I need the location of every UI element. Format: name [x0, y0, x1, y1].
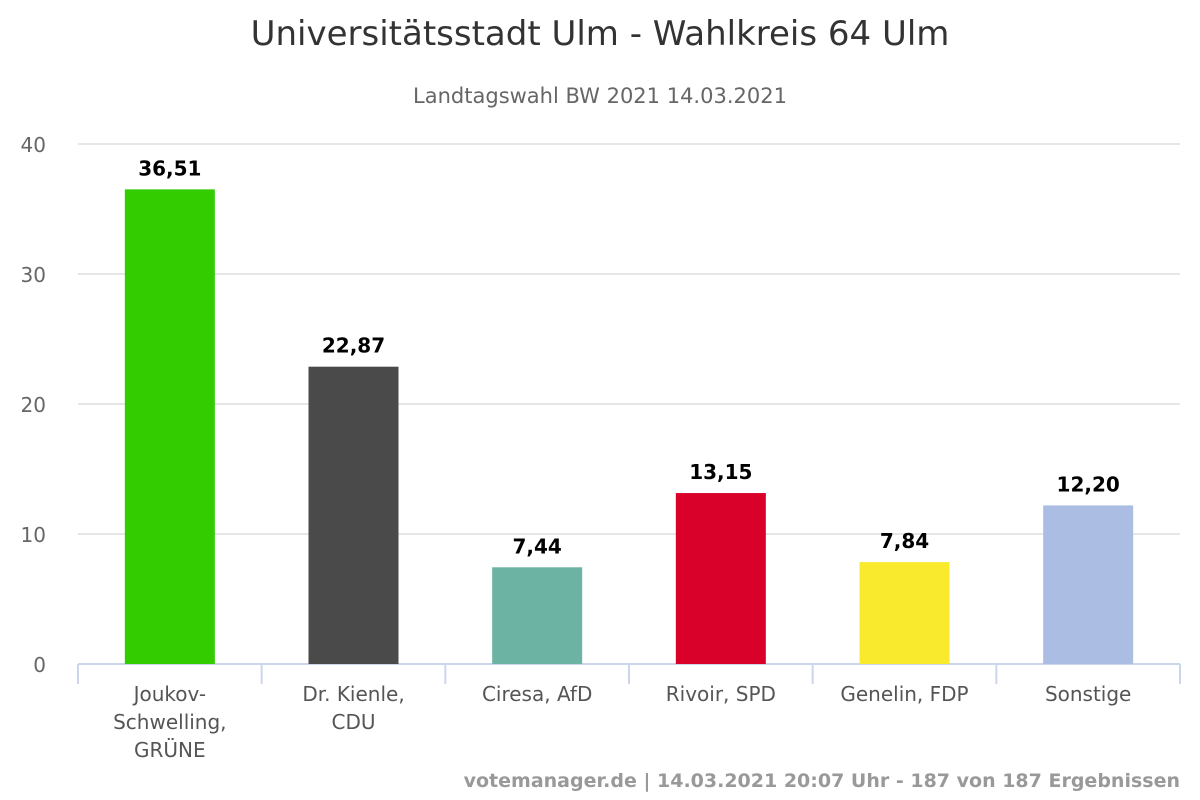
data-label: 13,15	[689, 460, 752, 484]
credits-footer: votemanager.de | 14.03.2021 20:07 Uhr - …	[463, 770, 1180, 792]
x-tick-label: Genelin, FDP	[840, 682, 969, 706]
bar	[492, 567, 583, 664]
data-label: 12,20	[1057, 472, 1120, 496]
y-tick-label: 10	[21, 523, 46, 547]
x-tick-label: Joukov-Schwelling, GRÜNE	[113, 682, 227, 762]
x-tick-label: Dr. Kienle, CDU	[302, 682, 405, 734]
data-label: 36,51	[138, 156, 201, 180]
data-label: 7,44	[512, 534, 561, 558]
data-label: 22,87	[322, 334, 385, 358]
bar	[308, 366, 399, 664]
bar	[1043, 505, 1134, 664]
chart-subtitle: Landtagswahl BW 2021 14.03.2021	[413, 84, 787, 108]
y-tick-label: 0	[33, 653, 46, 677]
bar	[675, 493, 766, 664]
bar	[124, 189, 215, 664]
x-tick-label: Rivoir, SPD	[665, 682, 776, 706]
x-tick-label: Ciresa, AfD	[481, 682, 593, 706]
chart-title: Universitätsstadt Ulm - Wahlkreis 64 Ulm	[250, 14, 950, 54]
bar	[859, 562, 950, 664]
data-label: 7,84	[880, 529, 929, 553]
y-tick-label: 30	[21, 263, 46, 287]
y-tick-label: 20	[21, 393, 46, 417]
y-tick-label: 40	[21, 133, 46, 157]
x-tick-label: Sonstige	[1044, 682, 1132, 706]
